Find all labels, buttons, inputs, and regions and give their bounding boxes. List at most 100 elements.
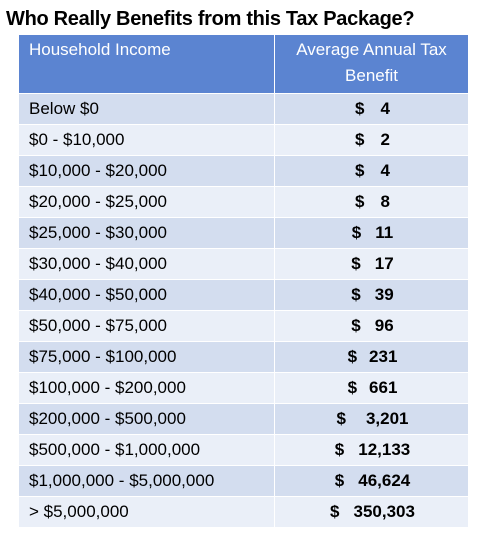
table-row: $100,000 - $200,000 $661 <box>18 372 469 404</box>
benefit-value: 4 <box>380 161 390 180</box>
benefit-amount-inner: $39 <box>351 285 393 305</box>
benefit-value: 11 <box>375 223 394 242</box>
benefit-amount: $12,133 <box>285 440 460 460</box>
table-row: $500,000 - $1,000,000 $12,133 <box>18 434 469 466</box>
benefit-value: 231 <box>369 347 398 366</box>
income-cell: $30,000 - $40,000 <box>18 248 275 280</box>
currency-symbol: $ <box>351 254 361 273</box>
income-cell: $20,000 - $25,000 <box>18 186 275 218</box>
currency-symbol: $ <box>330 502 340 521</box>
income-cell: $25,000 - $30,000 <box>18 217 275 249</box>
benefit-value: 17 <box>374 254 394 273</box>
benefit-value: 12,133 <box>358 440 411 459</box>
benefit-amount-inner: $4 <box>355 161 390 181</box>
benefit-amount-inner: $12,133 <box>335 440 410 460</box>
benefit-cell: $12,133 <box>274 434 469 466</box>
table-row: $0 - $10,000 $2 <box>18 124 469 156</box>
income-cell: $10,000 - $20,000 <box>18 155 275 187</box>
benefit-amount-inner: $11 <box>352 223 393 243</box>
benefit-amount: $2 <box>285 130 460 150</box>
table-row: $1,000,000 - $5,000,000 $46,624 <box>18 465 469 497</box>
header-row: Household Income Average Annual Tax Bene… <box>18 34 469 94</box>
benefit-value: 2 <box>380 130 390 149</box>
benefit-amount-inner: $46,624 <box>335 471 410 491</box>
table-row: $10,000 - $20,000 $4 <box>18 155 469 187</box>
currency-symbol: $ <box>351 223 362 242</box>
benefit-cell: $350,303 <box>274 496 469 528</box>
income-cell: $100,000 - $200,000 <box>18 372 275 404</box>
benefit-value: 3,201 <box>365 409 409 428</box>
benefit-cell: $4 <box>274 155 469 187</box>
column-header-household-income: Household Income <box>18 34 275 94</box>
currency-symbol: $ <box>355 130 365 149</box>
benefit-amount: $11 <box>285 223 460 243</box>
benefit-amount: $46,624 <box>285 471 460 491</box>
benefit-cell: $39 <box>274 279 469 311</box>
table-row: $40,000 - $50,000 $39 <box>18 279 469 311</box>
benefit-value: 661 <box>369 378 398 397</box>
benefit-cell: $2 <box>274 124 469 156</box>
benefit-amount: $3,201 <box>285 409 460 429</box>
currency-symbol: $ <box>336 409 346 428</box>
table-row: $20,000 - $25,000 $8 <box>18 186 469 218</box>
benefit-amount-inner: $350,303 <box>330 502 415 522</box>
income-cell: $0 - $10,000 <box>18 124 275 156</box>
table-row: $30,000 - $40,000 $17 <box>18 248 469 280</box>
currency-symbol: $ <box>347 378 358 397</box>
benefit-value: 4 <box>380 99 390 118</box>
income-cell: $1,000,000 - $5,000,000 <box>18 465 275 497</box>
currency-symbol: $ <box>355 161 365 180</box>
benefit-cell: $8 <box>274 186 469 218</box>
benefit-amount-inner: $661 <box>348 378 398 398</box>
benefit-amount: $350,303 <box>285 502 460 522</box>
table-row: $50,000 - $75,000 $96 <box>18 310 469 342</box>
benefit-amount-inner: $17 <box>351 254 393 274</box>
benefit-amount: $17 <box>285 254 460 274</box>
benefit-cell: $17 <box>274 248 469 280</box>
currency-symbol: $ <box>355 99 365 118</box>
benefit-cell: $96 <box>274 310 469 342</box>
benefit-value: 350,303 <box>353 502 415 521</box>
table-body: Below $0 $4 $0 - $10,000 $2 $10,000 - $20,00… <box>18 93 469 528</box>
table-row: > $5,000,000 $350,303 <box>18 496 469 528</box>
table-row: $75,000 - $100,000 $231 <box>18 341 469 373</box>
benefit-value: 46,624 <box>358 471 411 490</box>
currency-symbol: $ <box>347 347 358 366</box>
benefit-cell: $661 <box>274 372 469 404</box>
benefit-cell: $4 <box>274 93 469 125</box>
benefit-amount: $661 <box>285 378 460 398</box>
income-cell: Below $0 <box>18 93 275 125</box>
currency-symbol: $ <box>334 471 345 490</box>
table-row: $200,000 - $500,000 $3,201 <box>18 403 469 435</box>
income-cell: > $5,000,000 <box>18 496 275 528</box>
currency-symbol: $ <box>351 285 361 304</box>
page-title: Who Really Benefits from this Tax Packag… <box>6 8 415 30</box>
benefit-amount: $39 <box>285 285 460 305</box>
tax-benefit-table: Household Income Average Annual Tax Bene… <box>18 34 469 528</box>
benefit-amount-inner: $2 <box>355 130 390 150</box>
benefit-value: 39 <box>374 285 394 304</box>
currency-symbol: $ <box>355 192 365 211</box>
column-header-average-annual-tax-benefit: Average Annual Tax Benefit <box>274 34 469 94</box>
benefit-amount: $96 <box>285 316 460 336</box>
income-cell: $200,000 - $500,000 <box>18 403 275 435</box>
income-cell: $50,000 - $75,000 <box>18 310 275 342</box>
benefit-amount-inner: $96 <box>351 316 393 336</box>
table-row: $25,000 - $30,000 $11 <box>18 217 469 249</box>
benefit-amount-inner: $231 <box>348 347 398 367</box>
benefit-amount: $8 <box>285 192 460 212</box>
benefit-cell: $46,624 <box>274 465 469 497</box>
benefit-cell: $3,201 <box>274 403 469 435</box>
benefit-amount: $4 <box>285 161 460 181</box>
table-row: Below $0 $4 <box>18 93 469 125</box>
benefit-amount: $231 <box>285 347 460 367</box>
benefit-cell: $11 <box>274 217 469 249</box>
benefit-amount-inner: $8 <box>355 192 390 212</box>
benefit-amount: $4 <box>285 99 460 119</box>
income-cell: $500,000 - $1,000,000 <box>18 434 275 466</box>
table-header: Household Income Average Annual Tax Bene… <box>18 34 469 94</box>
income-cell: $75,000 - $100,000 <box>18 341 275 373</box>
benefit-amount-inner: $3,201 <box>336 409 408 429</box>
benefit-cell: $231 <box>274 341 469 373</box>
